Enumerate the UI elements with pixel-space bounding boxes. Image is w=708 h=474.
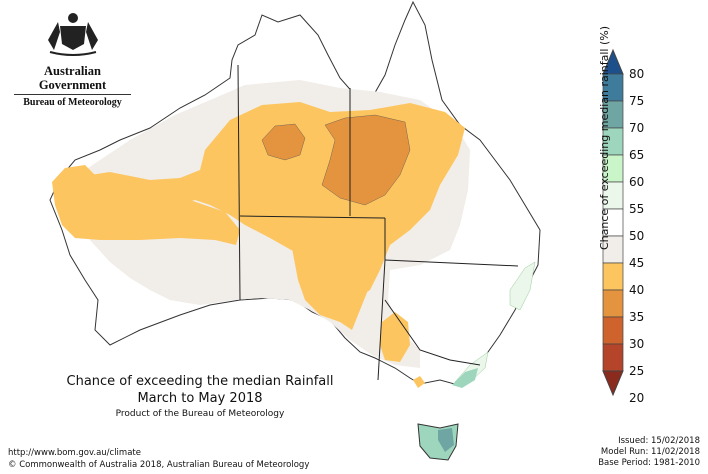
- zone-40-south-central: [292, 242, 370, 330]
- model-run: Model Run: 11/02/2018: [600, 447, 700, 457]
- zone-40-small: [413, 376, 425, 388]
- legend-title: Chance of exceeding median rainfall (%): [598, 25, 611, 250]
- legend-label: 65: [629, 148, 644, 162]
- coat-of-arms-icon: [47, 13, 98, 56]
- footer-right: Issued: 15/02/2018 Model Run: 11/02/2018…: [598, 436, 700, 469]
- zone-35-kimberley: [261, 123, 306, 161]
- legend-label: 25: [629, 364, 644, 378]
- state-borders: [237, 64, 519, 381]
- legend-band: [602, 343, 624, 372]
- legend-label: 70: [629, 121, 644, 135]
- color-legend: 80 75 70 65 60 55 50 45 40 35 30 25 20: [602, 48, 644, 402]
- tasmania-70: [438, 428, 454, 452]
- footer-left: http://www.bom.gov.au/climate © Commonwe…: [8, 448, 309, 471]
- legend-label: 75: [629, 94, 644, 108]
- organization-name: Australian Government: [38, 64, 107, 92]
- zone-35-nt: [321, 114, 411, 206]
- zone-55-east: [509, 261, 536, 311]
- copyright: © Commonwealth of Australia 2018, Austra…: [8, 459, 310, 470]
- legend-label: 55: [629, 202, 644, 216]
- legend-label: 50: [629, 229, 644, 243]
- issued-date: Issued: 15/02/2018: [618, 436, 700, 446]
- base-period: Base Period: 1981-2010: [598, 458, 700, 468]
- legend-label: 30: [629, 337, 644, 351]
- legend-label: 60: [629, 175, 644, 189]
- product-line: Product of the Bureau of Meteorology: [115, 409, 285, 419]
- zone-65-gippsland: [452, 368, 478, 388]
- legend-label: 80: [629, 67, 644, 81]
- map-period: March to May 2018: [137, 391, 263, 406]
- legend-label: 45: [629, 256, 644, 270]
- legend-band: [602, 289, 624, 318]
- legend-arrow-bottom: [602, 370, 624, 397]
- government-logo: Australian Government Bureau of Meteorol…: [10, 10, 135, 110]
- map-titles: Chance of exceeding the median Rainfall …: [30, 373, 370, 421]
- legend-label: 20: [629, 391, 644, 402]
- map-title: Chance of exceeding the median Rainfall: [66, 374, 334, 389]
- legend-band: [602, 316, 624, 345]
- source-url[interactable]: http://www.bom.gov.au/climate: [8, 448, 141, 458]
- legend-label: 40: [629, 283, 644, 297]
- legend-band: [602, 262, 624, 291]
- zone-40-west-coast: [52, 165, 240, 245]
- legend-label: 35: [629, 310, 644, 324]
- agency-name: Bureau of Meteorology: [14, 94, 131, 110]
